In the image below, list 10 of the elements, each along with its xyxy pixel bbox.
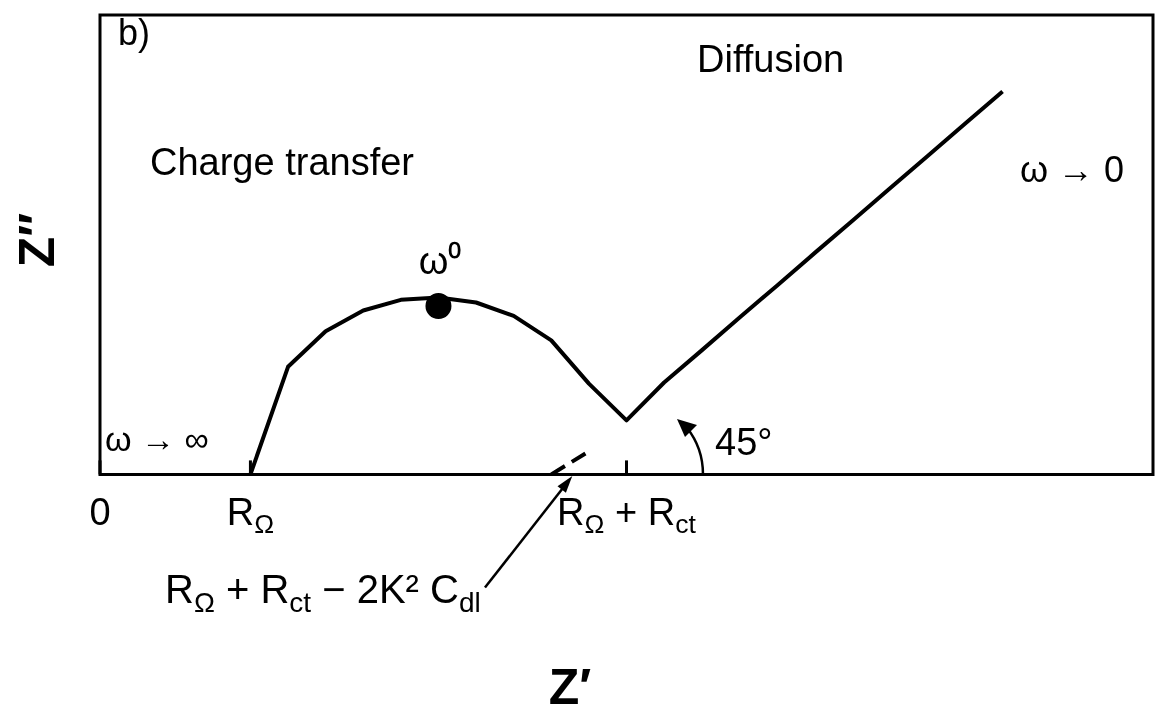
annotation: ω → ∞ bbox=[105, 420, 209, 459]
annotation: Charge transfer bbox=[150, 141, 415, 184]
annotation: 45° bbox=[715, 421, 773, 464]
annotation: ω → 0 bbox=[1020, 148, 1125, 190]
text: b) bbox=[118, 11, 151, 53]
x-tick-label: 0 bbox=[89, 490, 111, 533]
text: Diffusion bbox=[697, 38, 845, 81]
x-axis-title: Z′ bbox=[548, 658, 592, 715]
y-axis-title: Z″ bbox=[8, 212, 65, 268]
annotation: ω⁰ bbox=[418, 240, 462, 283]
